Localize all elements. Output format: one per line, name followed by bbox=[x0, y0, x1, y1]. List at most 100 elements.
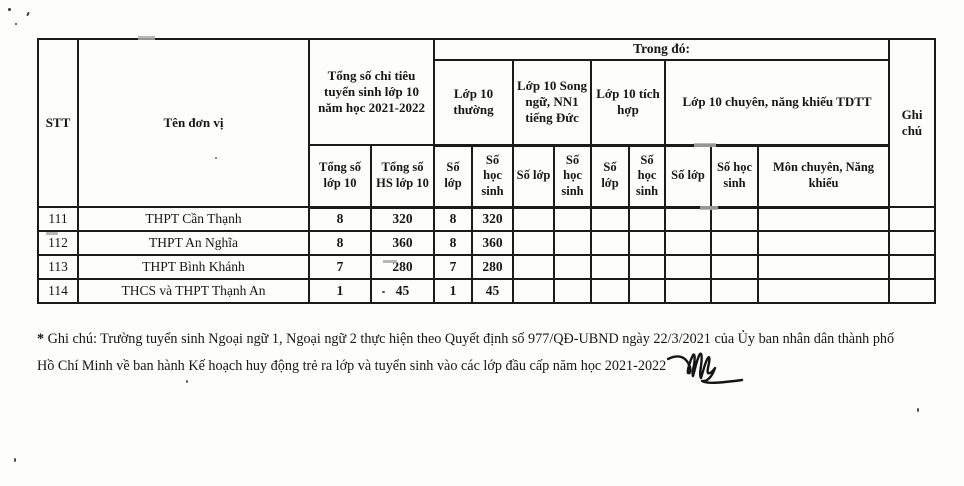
cell-specialized-classes bbox=[664, 254, 713, 280]
cell-bilingual-students bbox=[553, 278, 593, 304]
cell-integrated-classes bbox=[590, 254, 631, 280]
header-notes: Ghi chú bbox=[888, 38, 937, 208]
cell-total-students: 360 bbox=[369, 230, 436, 256]
header-stt: STT bbox=[37, 38, 79, 208]
cell-bilingual-classes bbox=[512, 278, 556, 304]
cell-unit-name: THCS và THPT Thạnh An bbox=[77, 278, 310, 304]
cell-bilingual-students bbox=[553, 230, 593, 256]
footnote: * Ghi chú: Trường tuyển sinh Ngoại ngữ 1… bbox=[37, 328, 933, 401]
cell-unit-name: THPT An Nghĩa bbox=[77, 230, 310, 256]
cell-regular-students: 45 bbox=[471, 278, 515, 304]
group-integrated: Lớp 10 tích hợp bbox=[590, 59, 667, 147]
scan-smudge bbox=[138, 36, 155, 40]
cell-bilingual-students bbox=[553, 206, 593, 232]
header-row-groups: Lớp 10 thường Lớp 10 Song ngữ, NN1 tiếng… bbox=[38, 59, 935, 147]
scan-speck bbox=[15, 23, 17, 25]
footnote-line-2: Hồ Chí Minh về ban hành Kế hoạch huy độn… bbox=[37, 350, 933, 401]
cell-specialized-classes bbox=[664, 278, 713, 304]
cell-specialized-subject bbox=[757, 254, 891, 280]
cell-stt: 113 bbox=[37, 254, 79, 280]
footnote-text-2: Hồ Chí Minh về ban hành Kế hoạch huy độn… bbox=[37, 358, 667, 374]
cell-integrated-classes bbox=[590, 206, 631, 232]
sub-integrated-students: Số học sinh bbox=[628, 144, 667, 209]
cell-specialized-subject bbox=[757, 206, 891, 232]
cell-regular-students: 360 bbox=[471, 230, 515, 256]
sub-bilingual-classes: Số lớp bbox=[512, 144, 556, 209]
footnote-line-1: * Ghi chú: Trường tuyển sinh Ngoại ngữ 1… bbox=[37, 328, 933, 350]
cell-unit-name: THPT Bình Khánh bbox=[77, 254, 310, 280]
cell-total-classes: 7 bbox=[308, 254, 372, 280]
cell-total-students: 45 bbox=[369, 278, 436, 304]
table-row: 114 THCS và THPT Thạnh An 1 45 1 45 bbox=[37, 278, 937, 304]
group-specialized: Lớp 10 chuyên, năng khiếu TDTT bbox=[664, 59, 891, 147]
scan-speck bbox=[917, 408, 919, 412]
cell-total-students: 320 bbox=[369, 206, 436, 232]
group-regular: Lớp 10 thường bbox=[433, 59, 515, 147]
cell-bilingual-classes bbox=[512, 206, 556, 232]
header-unit-name: Tên đơn vị bbox=[77, 38, 310, 208]
table-row: 111 THPT Cần Thạnh 8 320 8 320 bbox=[37, 206, 937, 232]
scan-smudge bbox=[694, 143, 716, 147]
cell-total-students: 280 bbox=[369, 254, 436, 280]
cell-notes bbox=[888, 206, 937, 232]
cell-regular-students: 320 bbox=[471, 206, 515, 232]
cell-notes bbox=[888, 230, 937, 256]
cell-bilingual-classes bbox=[512, 230, 556, 256]
scan-smudge bbox=[383, 260, 397, 263]
cell-specialized-students bbox=[710, 278, 760, 304]
cell-integrated-classes bbox=[590, 278, 631, 304]
scan-speck bbox=[26, 11, 30, 17]
scan-speck bbox=[14, 458, 16, 462]
sub-total-students: Tổng số HS lớp 10 bbox=[369, 144, 436, 209]
cell-total-classes: 8 bbox=[308, 230, 372, 256]
scan-speck bbox=[382, 291, 385, 293]
scan-smudge bbox=[46, 232, 58, 235]
cell-specialized-subject bbox=[757, 278, 891, 304]
cell-integrated-students bbox=[628, 278, 667, 304]
table-row: 112 THPT An Nghĩa 8 360 8 360 bbox=[37, 230, 937, 256]
scan-speck bbox=[186, 380, 188, 383]
cell-specialized-students bbox=[710, 230, 760, 256]
cell-specialized-students bbox=[710, 206, 760, 232]
cell-regular-classes: 8 bbox=[433, 206, 474, 232]
cell-unit-name: THPT Cần Thạnh bbox=[77, 206, 310, 232]
footnote-asterisk: * bbox=[37, 331, 45, 347]
scan-speck bbox=[8, 8, 11, 11]
footnote-text-1: Ghi chú: Trường tuyển sinh Ngoại ngữ 1, … bbox=[47, 331, 895, 347]
sub-specialized-classes: Số lớp bbox=[664, 144, 713, 209]
cell-stt: 112 bbox=[37, 230, 79, 256]
cell-total-classes: 8 bbox=[308, 206, 372, 232]
cell-specialized-classes bbox=[664, 206, 713, 232]
sub-bilingual-students: Số học sinh bbox=[553, 144, 593, 209]
cell-total-classes: 1 bbox=[308, 278, 372, 304]
cell-integrated-students bbox=[628, 230, 667, 256]
cell-specialized-classes bbox=[664, 230, 713, 256]
cell-regular-classes: 7 bbox=[433, 254, 474, 280]
header-row-top: STT Tên đơn vị Tổng số chỉ tiêu tuyển si… bbox=[37, 38, 937, 208]
cell-specialized-students bbox=[710, 254, 760, 280]
cell-bilingual-classes bbox=[512, 254, 556, 280]
group-bilingual-german: Lớp 10 Song ngữ, NN1 tiếng Đức bbox=[512, 59, 593, 147]
sub-integrated-classes: Số lớp bbox=[590, 144, 631, 209]
sub-specialized-subject: Môn chuyên, Năng khiếu bbox=[757, 144, 891, 209]
sub-regular-students: Số học sinh bbox=[471, 144, 515, 209]
cell-bilingual-students bbox=[553, 254, 593, 280]
enrollment-quota-table: STT Tên đơn vị Tổng số chỉ tiêu tuyển si… bbox=[37, 38, 937, 304]
cell-regular-classes: 8 bbox=[433, 230, 474, 256]
handwritten-scribble-icon bbox=[667, 350, 745, 401]
cell-stt: 114 bbox=[37, 278, 79, 304]
sub-regular-classes: Số lớp bbox=[433, 144, 474, 209]
cell-specialized-subject bbox=[757, 230, 891, 256]
header-included: Trong đó: bbox=[433, 38, 891, 61]
cell-integrated-classes bbox=[590, 230, 631, 256]
cell-stt: 111 bbox=[37, 206, 79, 232]
table-row: 113 THPT Bình Khánh 7 280 7 280 bbox=[37, 254, 937, 280]
cell-integrated-students bbox=[628, 254, 667, 280]
cell-integrated-students bbox=[628, 206, 667, 232]
sub-specialized-students: Số học sinh bbox=[710, 144, 760, 209]
scan-speck bbox=[215, 157, 217, 159]
cell-regular-classes: 1 bbox=[433, 278, 474, 304]
header-total-quota: Tổng số chỉ tiêu tuyển sinh lớp 10 năm h… bbox=[307, 38, 436, 146]
cell-notes bbox=[888, 254, 937, 280]
